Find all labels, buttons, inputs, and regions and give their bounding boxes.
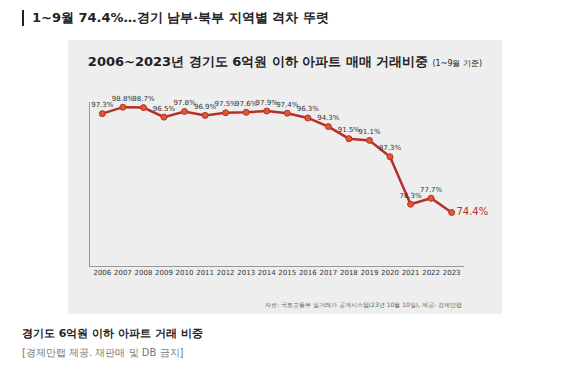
svg-text:2013: 2013 [237,269,255,277]
svg-text:91.5%: 91.5% [338,126,361,134]
svg-text:97.4%: 97.4% [276,101,299,109]
svg-text:94.3%: 94.3% [317,114,340,122]
svg-text:97.6%: 97.6% [235,100,258,108]
svg-text:2014: 2014 [258,269,276,277]
svg-text:97.3%: 97.3% [91,101,114,109]
svg-text:76.3%: 76.3% [399,192,422,200]
html-text:경기도 6억원 이하 아파트 거래 비중: 경기도 6억원 이하 아파트 거래 비중 [22,327,203,340]
svg-text:2011: 2011 [196,269,214,277]
svg-text:2020: 2020 [381,269,399,277]
svg-text:91.1%: 91.1% [358,128,381,136]
svg-text:2006: 2006 [93,269,111,277]
svg-text:2018: 2018 [340,269,358,277]
svg-text:98.8%: 98.8% [112,95,135,103]
svg-text:87.3%: 87.3% [379,144,402,152]
svg-text:97.9%: 97.9% [256,99,279,107]
svg-text:98.7%: 98.7% [132,95,155,103]
svg-text:97.8%: 97.8% [173,99,196,107]
svg-text:74.4%: 74.4% [456,206,488,217]
svg-text:77.7%: 77.7% [420,186,443,194]
svg-text:2017: 2017 [319,269,337,277]
svg-text:자료: 국토교통부 실거래가 공개시스템(23년 10월 1: 자료: 국토교통부 실거래가 공개시스템(23년 10월 10일), 제공: 경… [265,301,462,308]
svg-text:96.3%: 96.3% [297,105,320,113]
svg-text:2008: 2008 [135,269,153,277]
svg-text:2019: 2019 [361,269,379,277]
svg-text:2016: 2016 [299,269,317,277]
svg-text:2007: 2007 [114,269,132,277]
svg-text:2012: 2012 [217,269,235,277]
svg-text:2015: 2015 [278,269,296,277]
svg-text:2010: 2010 [176,269,194,277]
svg-text:2023: 2023 [443,269,461,277]
svg-text:2009: 2009 [155,269,173,277]
html-text:[경제만랩 제공. 재판매 및 DB 금지]: [경제만랩 제공. 재판매 및 DB 금지] [22,347,184,358]
html-text:1~9월 74.4%…경기 남부·북부 지역별 격차 뚜렷: 1~9월 74.4%…경기 남부·북부 지역별 격차 뚜렷 [32,10,329,25]
svg-text:2021: 2021 [402,269,420,277]
svg-text:97.5%: 97.5% [215,100,238,108]
svg-text:96.9%: 96.9% [194,103,217,111]
svg-text:2022: 2022 [422,269,440,277]
svg-text:96.5%: 96.5% [153,105,176,113]
svg-text:2006~2023년 경기도 6억원 이하 아파트 매매 거: 2006~2023년 경기도 6억원 이하 아파트 매매 거래비중 (1~9월 … [88,54,482,69]
